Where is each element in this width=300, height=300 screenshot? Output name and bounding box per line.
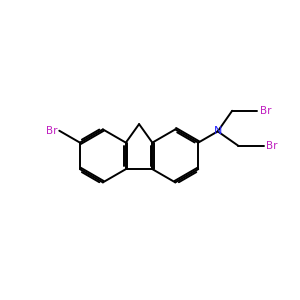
Text: Br: Br — [266, 141, 278, 151]
Text: N: N — [214, 126, 222, 136]
Text: Br: Br — [46, 126, 58, 136]
Text: Br: Br — [260, 106, 271, 116]
